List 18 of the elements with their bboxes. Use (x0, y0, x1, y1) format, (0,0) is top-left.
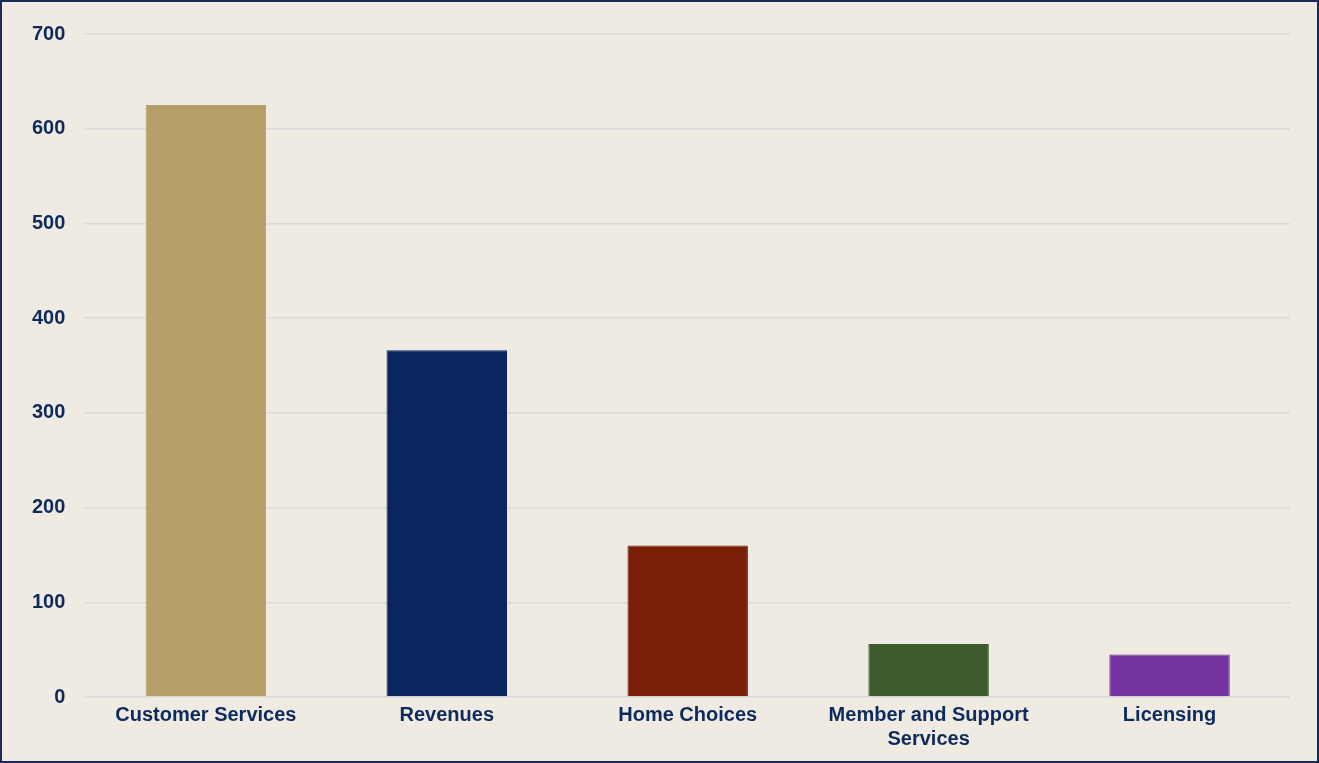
y-tick-label: 200 (31, 495, 66, 518)
y-tick-label: 0 (54, 684, 66, 707)
x-tick-label: Customer Services (115, 702, 297, 725)
y-tick-label: 300 (31, 400, 66, 423)
y-tick-label: 400 (31, 305, 66, 328)
bar (868, 643, 989, 697)
bar (386, 350, 507, 697)
y-tick-label: 100 (31, 589, 66, 612)
x-tick-label: Member and Support Services (828, 702, 1029, 749)
bar (145, 105, 267, 697)
bar (1109, 654, 1230, 697)
y-tick-label: 500 (31, 210, 66, 233)
x-tick-label: Licensing (1122, 702, 1217, 725)
y-tick-label: 600 (31, 116, 66, 139)
x-tick-label: Revenues (399, 702, 495, 725)
y-tick-label: 700 (31, 21, 66, 44)
x-tick-label: Home Choices (618, 702, 758, 725)
bar (627, 545, 748, 697)
